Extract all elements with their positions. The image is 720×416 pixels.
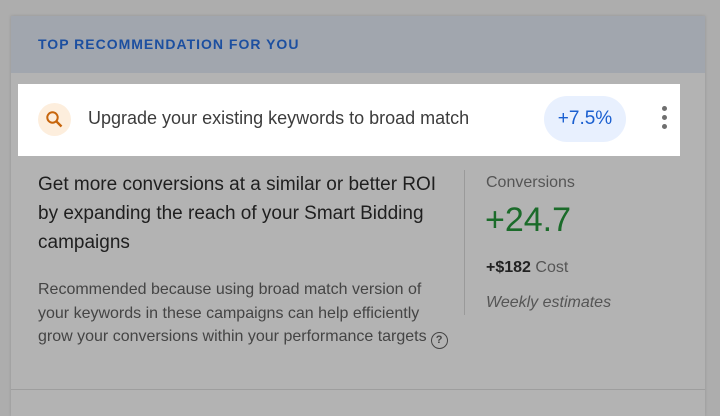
recommendation-row[interactable]: Upgrade your existing keywords to broad … xyxy=(18,84,680,156)
card-title: TOP RECOMMENDATION FOR YOU xyxy=(38,36,300,52)
search-icon xyxy=(38,103,71,136)
metric-label: Conversions xyxy=(486,174,575,191)
uplift-badge: +7.5% xyxy=(544,96,626,142)
cost-label: Cost xyxy=(535,259,569,276)
metric-value: +24.7 xyxy=(485,201,572,239)
reason-text: Recommended because using broad match ve… xyxy=(38,281,427,345)
help-icon[interactable]: ? xyxy=(430,332,448,349)
recommendation-title: Upgrade your existing keywords to broad … xyxy=(88,108,470,128)
horizontal-divider xyxy=(11,389,705,390)
recommendation-card: TOP RECOMMENDATION FOR YOU Upgrade your … xyxy=(11,16,705,416)
vertical-divider xyxy=(464,170,465,315)
cost-value: +$182 xyxy=(486,259,531,276)
estimate-note: Weekly estimates xyxy=(486,294,612,311)
cost-estimate: +$182 Cost xyxy=(486,259,568,277)
recommendation-reason: Recommended because using broad match ve… xyxy=(38,278,448,349)
recommendation-headline: Get more conversions at a similar or bet… xyxy=(38,174,437,253)
more-vert-icon[interactable] xyxy=(658,106,670,134)
card-header: TOP RECOMMENDATION FOR YOU xyxy=(11,16,705,73)
